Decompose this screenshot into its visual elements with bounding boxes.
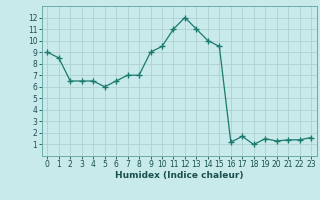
X-axis label: Humidex (Indice chaleur): Humidex (Indice chaleur) [115, 171, 244, 180]
